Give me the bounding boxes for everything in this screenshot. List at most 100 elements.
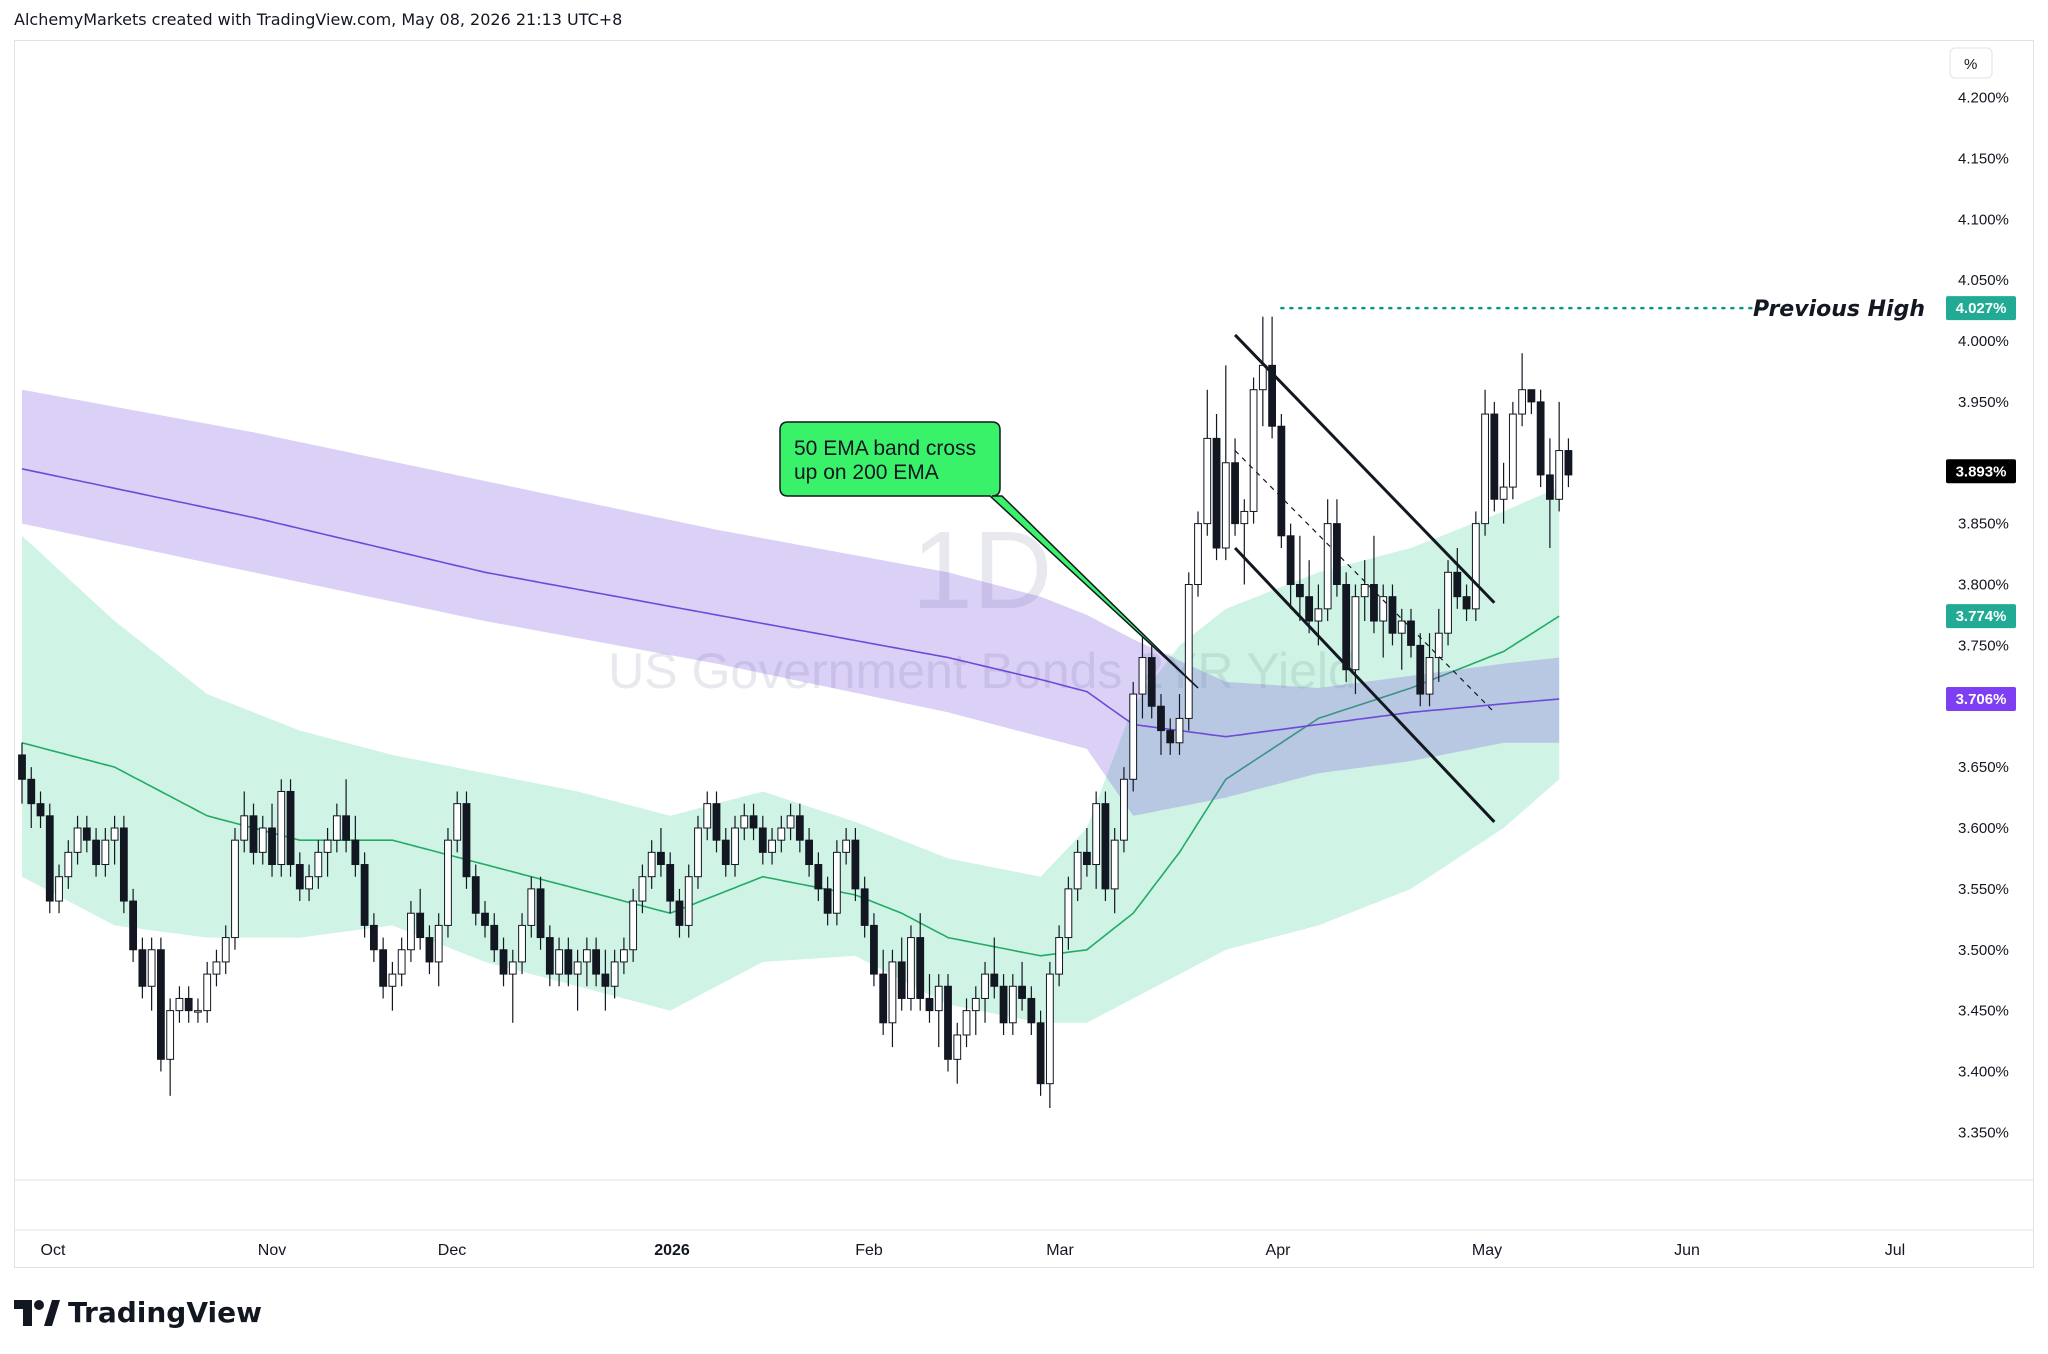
candle-body	[184, 997, 193, 1012]
candle-body	[1249, 389, 1258, 512]
candle	[768, 828, 776, 865]
candle-body	[1370, 584, 1378, 622]
candle-body	[82, 827, 91, 841]
candle	[110, 815, 119, 865]
candle-body	[499, 949, 508, 975]
candle-body	[1101, 803, 1110, 890]
chart-attribution: AlchemyMarkets created with TradingView.…	[14, 10, 623, 29]
candle	[1120, 767, 1128, 853]
candle	[666, 852, 675, 914]
candle-body	[1518, 389, 1527, 415]
candle	[416, 888, 425, 950]
time-axis[interactable]: Oct Nov Dec 2026 Feb Mar Apr May Jun Jul	[41, 1242, 1906, 1259]
price-axis-label: 4.200%	[1958, 90, 2009, 107]
candle-body	[1388, 596, 1397, 634]
candle-body	[758, 827, 767, 853]
candle	[1045, 961, 1054, 1109]
price-axis[interactable]: 4.200% 4.150% 4.100% 4.050% 4.000% 3.950% 3.85…	[1958, 90, 2009, 1142]
ema-cross-callout[interactable]: 50 EMA band cross up on 200 EMA	[779, 421, 1199, 689]
candle-body	[990, 973, 999, 987]
candle-body	[1277, 425, 1286, 537]
candle-body	[666, 864, 675, 902]
candle-body	[258, 827, 267, 853]
candle-body	[379, 949, 388, 987]
candle-body	[1360, 584, 1369, 598]
candle-body	[360, 864, 369, 926]
unit-toggle-button[interactable]: %	[1949, 47, 1993, 79]
candle	[92, 828, 100, 877]
candle-body	[221, 937, 230, 963]
candle	[610, 949, 619, 999]
candle	[286, 779, 295, 877]
candle-body	[823, 888, 832, 914]
candle	[962, 998, 971, 1048]
price-axis-label: 3.750%	[1958, 637, 2009, 654]
time-axis-label: Apr	[1266, 1242, 1292, 1259]
time-axis-label: Nov	[258, 1242, 286, 1259]
candle-body	[536, 888, 545, 939]
candle-body	[1138, 657, 1147, 695]
candle	[1147, 645, 1156, 719]
candle	[647, 840, 656, 889]
candle	[1295, 535, 1304, 622]
candle	[1555, 401, 1564, 512]
price-axis-label: 3.850%	[1958, 516, 2009, 533]
channel-midline[interactable]	[1234, 450, 1495, 713]
candle-body	[1286, 535, 1295, 585]
trend-channel[interactable]	[1233, 333, 1496, 823]
candle-body	[1092, 803, 1101, 866]
candle	[240, 791, 249, 853]
tradingview-logo[interactable]: TradingView	[14, 1296, 262, 1329]
candle	[508, 949, 517, 1023]
candle-body	[842, 839, 851, 853]
price-axis-label: 3.350%	[1958, 1124, 2009, 1141]
candle-body	[27, 778, 36, 805]
candle-body	[620, 949, 628, 963]
candle-body	[1323, 523, 1332, 610]
channel-upper-line[interactable]	[1233, 333, 1496, 604]
candle	[971, 986, 980, 1035]
channel-lower-line[interactable]	[1233, 546, 1496, 823]
candle	[1008, 974, 1017, 1035]
candle-body	[1129, 693, 1138, 780]
candle-body	[518, 924, 526, 963]
candle	[101, 828, 110, 877]
candle-body	[1462, 596, 1471, 610]
candle-body	[64, 851, 73, 878]
candle	[1499, 462, 1508, 524]
candle-body	[138, 949, 147, 987]
candle-body	[342, 815, 351, 841]
price-badge-text: 3.893%	[1956, 463, 2007, 480]
candle	[1379, 584, 1388, 658]
candle	[1462, 584, 1471, 622]
candle-body	[1397, 620, 1406, 634]
candle-body	[1536, 401, 1545, 476]
candle	[1110, 828, 1119, 914]
candle	[471, 864, 480, 926]
candle	[119, 815, 128, 914]
candle	[777, 815, 786, 853]
candle-body	[555, 949, 563, 975]
candle	[814, 852, 823, 902]
candle-body	[351, 839, 360, 866]
candle	[388, 961, 397, 1011]
candle	[138, 937, 147, 999]
candle-body	[1175, 717, 1184, 744]
candle-body	[425, 937, 434, 963]
candle-body	[1045, 973, 1054, 1085]
candle-body	[444, 839, 452, 926]
candle-body	[749, 815, 758, 829]
candle-body	[1295, 584, 1304, 598]
candle-body	[305, 876, 313, 890]
candle-body	[897, 961, 906, 999]
candle-body	[397, 949, 406, 975]
candle-body	[786, 815, 795, 829]
candle-body	[564, 949, 573, 975]
candle	[1397, 608, 1406, 670]
candle-body	[166, 1010, 175, 1060]
candle	[407, 901, 415, 962]
candle	[1027, 986, 1036, 1035]
candle	[1258, 316, 1267, 427]
candle-body	[1147, 657, 1156, 707]
